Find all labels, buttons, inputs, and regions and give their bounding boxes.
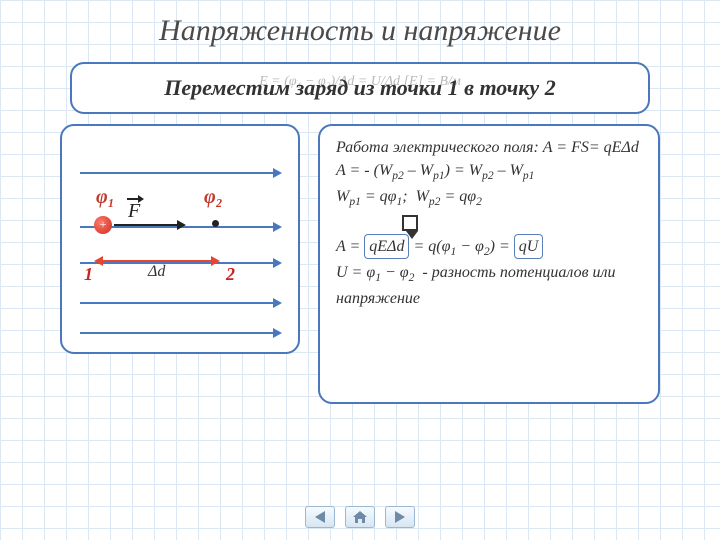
diagram-panel: φ₁ φ₂ F + 1 2 Δd: [60, 124, 300, 354]
delta-d-label: Δd: [148, 264, 165, 280]
force-arrow-icon: [114, 224, 184, 226]
l4-pre: A =: [336, 238, 364, 255]
charge-icon: +: [94, 216, 112, 234]
slide-title: Напряженность и напряжение: [30, 0, 690, 48]
highlight-box-1: qEΔd: [364, 234, 409, 259]
body-row: φ₁ φ₂ F + 1 2 Δd Работа электрического п…: [60, 124, 660, 404]
highlight-box-2: qU: [514, 234, 544, 259]
nav-controls: [305, 506, 415, 528]
derivation-line-2: A = - (Wp2 – Wp1) = Wp2 – Wp1: [336, 159, 642, 185]
phi2-label: φ₂: [204, 186, 223, 209]
field-line: [80, 172, 280, 174]
point2-dot-icon: [212, 220, 219, 227]
derivation-panel: Работа электрического поля: A = FS= qEΔd…: [318, 124, 660, 404]
point2-label: 2: [226, 264, 235, 285]
home-icon: [352, 510, 368, 524]
prev-button[interactable]: [305, 506, 335, 528]
force-label: F: [128, 200, 140, 223]
phi1-label: φ₁: [96, 186, 115, 209]
derivation-line-3: Wp1 = qφ1; Wp2 = qφ2: [336, 185, 642, 211]
implies-arrow-icon: [336, 211, 642, 234]
field-line: [80, 262, 280, 264]
statement-panel: E = (φ₁ − φ₂)/Δd = U/Δd [E] = В/м Переме…: [70, 62, 650, 114]
arrow-left-icon: [315, 511, 325, 523]
statement-text: Переместим заряд из точки 1 в точку 2: [164, 75, 555, 101]
derivation-line-4: A = qEΔd = q(φ1 − φ2) = qU: [336, 234, 642, 261]
slide-content: Напряженность и напряжение E = (φ₁ − φ₂)…: [0, 0, 720, 404]
field-line: [80, 302, 280, 304]
field-line: [80, 332, 280, 334]
derivation-line-1: Работа электрического поля: A = FS= qEΔd: [336, 136, 642, 159]
home-button[interactable]: [345, 506, 375, 528]
distance-arrow-icon: [96, 260, 218, 262]
arrow-right-icon: [395, 511, 405, 523]
next-button[interactable]: [385, 506, 415, 528]
derivation-line-5: U = φ1 − φ2 - разность потенциалов или н…: [336, 261, 642, 310]
point1-label: 1: [84, 264, 93, 285]
